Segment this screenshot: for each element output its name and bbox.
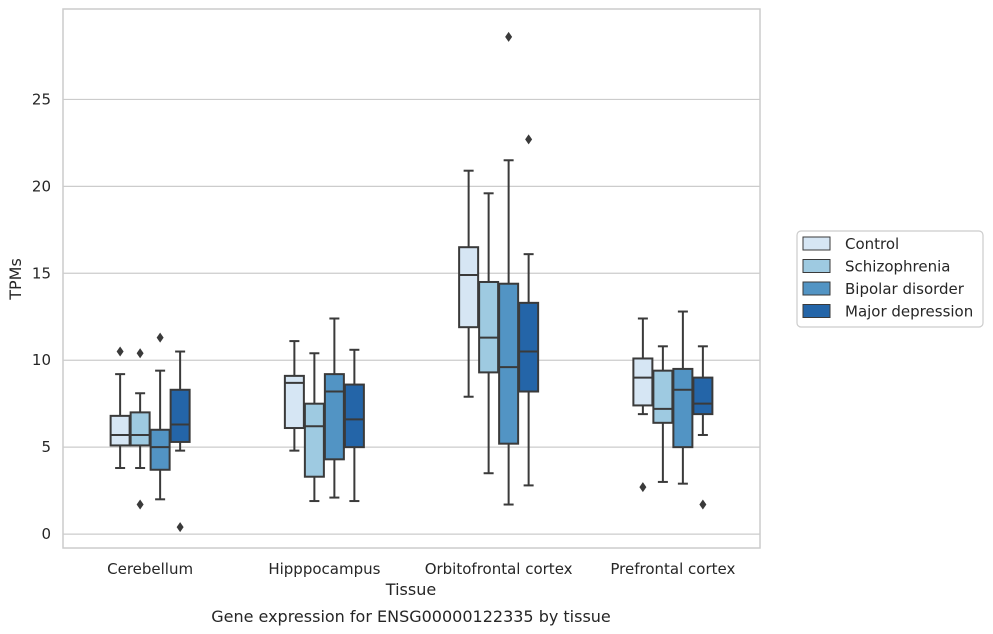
- box-1-1: [303, 352, 325, 503]
- x-tick-labels: Cerebellum Hipppocampus Orbitofrontal cort…: [107, 560, 735, 578]
- outlier-point: [639, 482, 647, 493]
- legend-frame: [796, 230, 984, 328]
- box-0-1: [129, 348, 151, 510]
- x-tick-label: Cerebellum: [107, 560, 193, 578]
- box-body: [109, 414, 131, 447]
- y-tick-labels: 0 5 10 15 20 25: [32, 90, 51, 543]
- box-body: [518, 301, 540, 393]
- plot-frame: [62, 8, 761, 549]
- box-body: [303, 402, 325, 478]
- box-body: [478, 280, 500, 374]
- outlier-point: [176, 522, 184, 533]
- legend-swatch: [802, 236, 831, 251]
- x-tick-label: Prefrontal cortex: [610, 560, 735, 578]
- y-tick-label: 10: [32, 351, 51, 369]
- box-body: [343, 383, 365, 449]
- legend-label: Bipolar disorder: [845, 280, 965, 298]
- box-body: [323, 373, 345, 461]
- box-body: [692, 376, 714, 416]
- x-axis-label: Tissue: [385, 580, 436, 599]
- chart-caption: Gene expression for ENSG00000122335 by t…: [211, 607, 611, 626]
- box-body: [169, 388, 191, 443]
- box-2-3: [518, 134, 540, 487]
- outlier-point: [136, 499, 144, 510]
- legend-label: Schizophrenia: [845, 258, 950, 276]
- box-groups: [109, 31, 714, 533]
- box-0-2: [149, 332, 171, 501]
- box-body: [672, 367, 694, 449]
- box-3-0: [632, 317, 654, 493]
- box-2-2: [498, 31, 520, 506]
- box-3-1: [652, 345, 674, 483]
- outlier-point: [525, 134, 533, 145]
- box-1-2: [323, 317, 345, 499]
- outlier-point: [136, 348, 144, 359]
- box-0-0: [109, 346, 131, 470]
- box-body: [632, 357, 654, 407]
- legend-swatch: [802, 281, 831, 296]
- x-tick-label: Orbitofrontal cortex: [425, 560, 573, 578]
- y-axis-label: TPMs: [6, 258, 25, 301]
- legend-label: Control: [845, 235, 899, 253]
- box-body: [149, 428, 171, 471]
- y-tick-label: 20: [32, 177, 51, 195]
- outlier-point: [156, 332, 164, 343]
- box-body: [498, 282, 520, 445]
- y-tick-label: 25: [32, 90, 51, 108]
- box-1-3: [343, 348, 365, 503]
- y-tick-label: 15: [32, 264, 51, 282]
- box-body: [458, 246, 480, 329]
- outlier-point: [116, 346, 124, 357]
- box-3-3: [692, 345, 714, 510]
- box-1-0: [283, 340, 305, 452]
- legend: Control Schizophrenia Bipolar disorder Majo…: [796, 230, 984, 328]
- box-3-2: [672, 310, 694, 485]
- legend-label: Major depression: [845, 303, 973, 321]
- box-2-0: [458, 169, 480, 398]
- box-0-3: [169, 350, 191, 533]
- box-body: [283, 374, 305, 430]
- legend-swatch: [802, 259, 831, 273]
- outlier-point: [505, 31, 513, 42]
- box-2-1: [478, 192, 500, 475]
- box-body: [129, 411, 151, 447]
- y-tick-label: 5: [41, 438, 51, 456]
- outlier-point: [699, 499, 707, 510]
- y-tick-label: 0: [41, 525, 51, 543]
- box-body: [652, 369, 674, 424]
- x-tick-label: Hipppocampus: [268, 560, 380, 578]
- legend-swatch: [802, 304, 831, 318]
